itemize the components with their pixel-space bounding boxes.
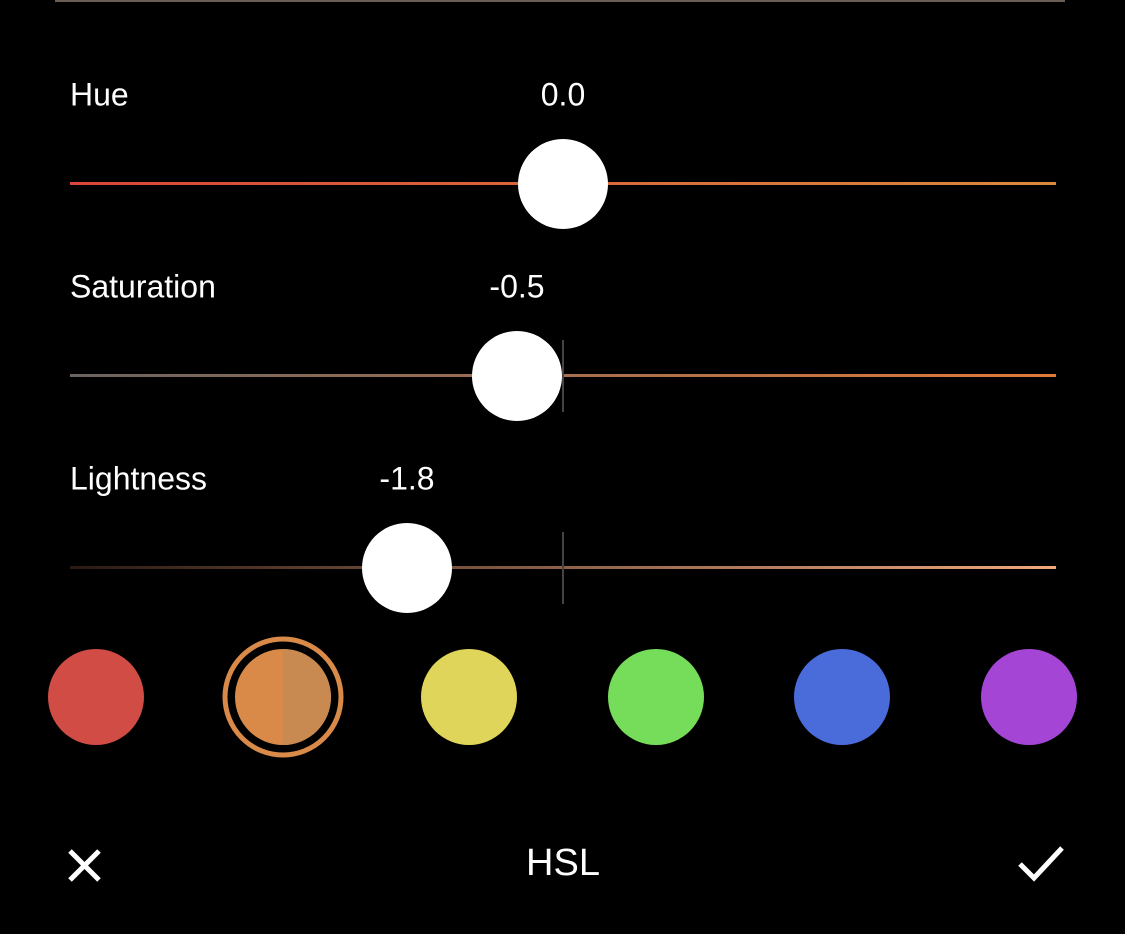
slider-knob[interactable] [472,331,562,421]
cancel-button[interactable] [68,849,101,882]
swatch-green[interactable] [608,649,704,745]
apply-button[interactable] [1018,846,1064,882]
lightness-slider: Lightness -1.8 [70,460,1056,613]
saturation-slider: Saturation -0.5 [70,268,1056,421]
slider-value: 0.0 [541,76,585,112]
swatch-orange-half [283,649,331,745]
swatch-yellow[interactable] [421,649,517,745]
screen-title: HSL [526,842,600,884]
swatch-purple[interactable] [981,649,1077,745]
apply-icon[interactable] [1018,846,1064,882]
slider-knob[interactable] [362,523,452,613]
swatches [48,636,1077,758]
slider-value: -0.5 [489,268,544,304]
slider-label: Saturation [70,268,216,304]
hue-slider: Hue 0.0 [70,76,1056,229]
slider-label: Lightness [70,460,207,496]
slider-label: Hue [70,76,129,112]
swatch-red[interactable] [48,649,144,745]
slider-knob[interactable] [518,139,608,229]
cancel-icon[interactable] [68,849,101,882]
slider-value: -1.8 [379,460,434,496]
swatch-blue[interactable] [794,649,890,745]
swatch-selected-ring [222,636,344,758]
